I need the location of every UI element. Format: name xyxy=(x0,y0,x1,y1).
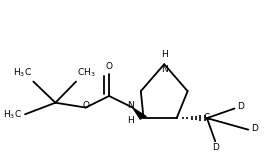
Text: O: O xyxy=(106,62,113,71)
Text: CH$_3$: CH$_3$ xyxy=(78,66,96,79)
Text: H$_3$C: H$_3$C xyxy=(13,66,32,79)
Text: N: N xyxy=(161,65,167,74)
Text: C: C xyxy=(204,113,210,122)
Text: H: H xyxy=(161,50,167,59)
Polygon shape xyxy=(132,107,147,120)
Text: H$_3$C: H$_3$C xyxy=(4,108,22,121)
Text: D: D xyxy=(212,143,219,152)
Text: N: N xyxy=(127,101,134,110)
Text: D: D xyxy=(251,124,258,133)
Text: D: D xyxy=(237,102,244,111)
Text: H: H xyxy=(127,116,134,125)
Text: O: O xyxy=(82,101,89,110)
